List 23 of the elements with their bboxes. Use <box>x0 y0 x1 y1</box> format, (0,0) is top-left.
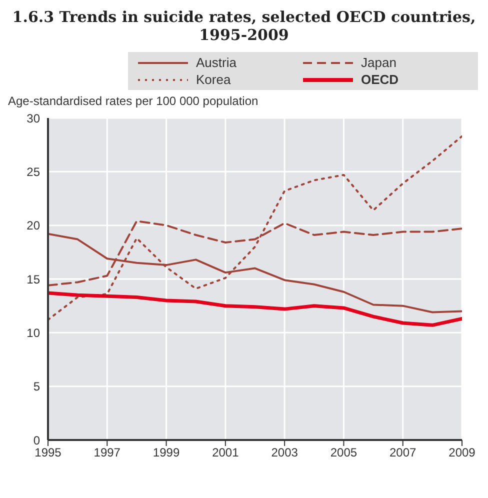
line-series <box>48 135 462 321</box>
y-tick-label: 0 <box>33 433 40 448</box>
x-tick-label: 2005 <box>330 446 358 460</box>
x-tick-label: 1997 <box>94 446 121 460</box>
y-tick-label: 30 <box>26 111 40 126</box>
x-tick-label: 2003 <box>271 446 298 460</box>
y-tick-label: 10 <box>26 326 40 340</box>
chart-title: 1.6.3 Trends in suicide rates, selected OECD countries, 1995-2009 <box>11 8 477 44</box>
x-tick-label: 2009 <box>448 446 476 460</box>
x-tick-label: 2007 <box>390 446 417 460</box>
line-series <box>48 291 462 327</box>
y-tick-label: 5 <box>33 380 40 394</box>
y-tick-label: 15 <box>26 272 40 286</box>
x-tick-label: 1999 <box>152 446 180 460</box>
legend-label: Japan <box>361 55 396 70</box>
y-tick-label: 25 <box>26 164 40 179</box>
y-tick-label: 20 <box>26 218 40 233</box>
x-tick-label: 2001 <box>212 446 240 460</box>
y-axis-title: Age-standardised rates per 100 000 population <box>8 94 260 108</box>
legend-label: Austria <box>196 55 236 70</box>
x-tick-label: 1995 <box>34 446 62 460</box>
legend-label: Korea <box>196 72 231 87</box>
legend-label: OECD <box>361 72 399 87</box>
